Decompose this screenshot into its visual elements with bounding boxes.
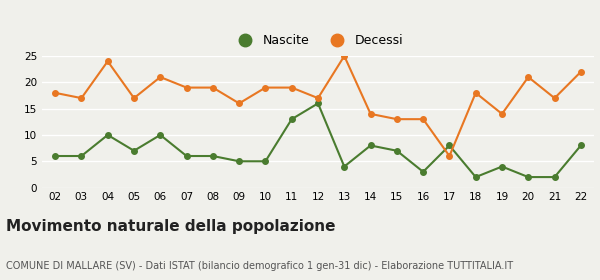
Nascite xyxy=(551,175,558,179)
Decessi xyxy=(551,96,558,100)
Decessi xyxy=(52,91,59,95)
Nascite xyxy=(52,154,59,158)
Decessi xyxy=(393,118,400,121)
Decessi xyxy=(472,91,479,95)
Nascite xyxy=(577,144,584,147)
Nascite xyxy=(419,170,427,174)
Decessi xyxy=(341,54,348,58)
Decessi xyxy=(577,70,584,73)
Decessi xyxy=(367,112,374,116)
Decessi xyxy=(262,86,269,89)
Nascite xyxy=(341,165,348,168)
Nascite xyxy=(314,102,322,105)
Legend: Nascite, Decessi: Nascite, Decessi xyxy=(228,29,408,52)
Text: COMUNE DI MALLARE (SV) - Dati ISTAT (bilancio demografico 1 gen-31 dic) - Elabor: COMUNE DI MALLARE (SV) - Dati ISTAT (bil… xyxy=(6,261,513,271)
Decessi xyxy=(78,96,85,100)
Nascite xyxy=(446,144,453,147)
Nascite xyxy=(262,160,269,163)
Nascite xyxy=(288,118,295,121)
Line: Decessi: Decessi xyxy=(52,53,584,159)
Decessi xyxy=(104,60,112,63)
Nascite xyxy=(104,133,112,137)
Decessi xyxy=(209,86,217,89)
Nascite xyxy=(157,133,164,137)
Nascite xyxy=(393,149,400,152)
Decessi xyxy=(314,96,322,100)
Decessi xyxy=(419,118,427,121)
Decessi xyxy=(130,96,137,100)
Nascite xyxy=(183,154,190,158)
Nascite xyxy=(78,154,85,158)
Text: Movimento naturale della popolazione: Movimento naturale della popolazione xyxy=(6,219,335,234)
Decessi xyxy=(183,86,190,89)
Decessi xyxy=(157,75,164,79)
Nascite xyxy=(236,160,243,163)
Decessi xyxy=(288,86,295,89)
Nascite xyxy=(130,149,137,152)
Decessi xyxy=(236,102,243,105)
Line: Nascite: Nascite xyxy=(52,101,584,180)
Decessi xyxy=(499,112,506,116)
Decessi xyxy=(446,154,453,158)
Decessi xyxy=(524,75,532,79)
Nascite xyxy=(367,144,374,147)
Nascite xyxy=(209,154,217,158)
Nascite xyxy=(472,175,479,179)
Nascite xyxy=(524,175,532,179)
Nascite xyxy=(499,165,506,168)
